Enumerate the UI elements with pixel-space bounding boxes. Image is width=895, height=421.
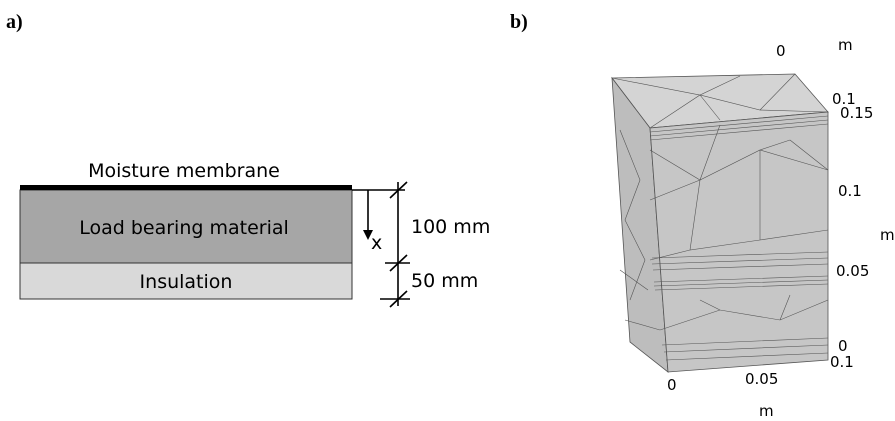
axis-unit: m — [759, 402, 774, 420]
panel-label: a) — [6, 11, 23, 33]
membrane-layer — [20, 185, 352, 190]
layer-label: Load bearing material — [79, 217, 289, 239]
dimension-label: 50 mm — [411, 270, 478, 292]
dimension-label: 100 mm — [411, 216, 490, 238]
tick-label: 0.05 — [745, 370, 778, 388]
tick-label: 0.1 — [838, 182, 862, 200]
layer-label: Insulation — [140, 271, 233, 293]
mesh-box — [612, 74, 828, 372]
layer-label: Moisture membrane — [88, 160, 280, 182]
panel-label: b) — [510, 11, 528, 33]
figure: a) Moisture membrane Load bearing materi… — [0, 0, 895, 421]
tick-label: 0.05 — [836, 262, 869, 280]
tick-label: 0 — [776, 42, 786, 60]
tick-label: 0.15 — [840, 104, 873, 122]
axis-unit: m — [838, 36, 853, 54]
tick-label: 0 — [667, 376, 677, 394]
axis-label: x — [371, 232, 382, 254]
axis-unit: m — [880, 226, 895, 244]
tick-label: 0.1 — [830, 353, 854, 371]
